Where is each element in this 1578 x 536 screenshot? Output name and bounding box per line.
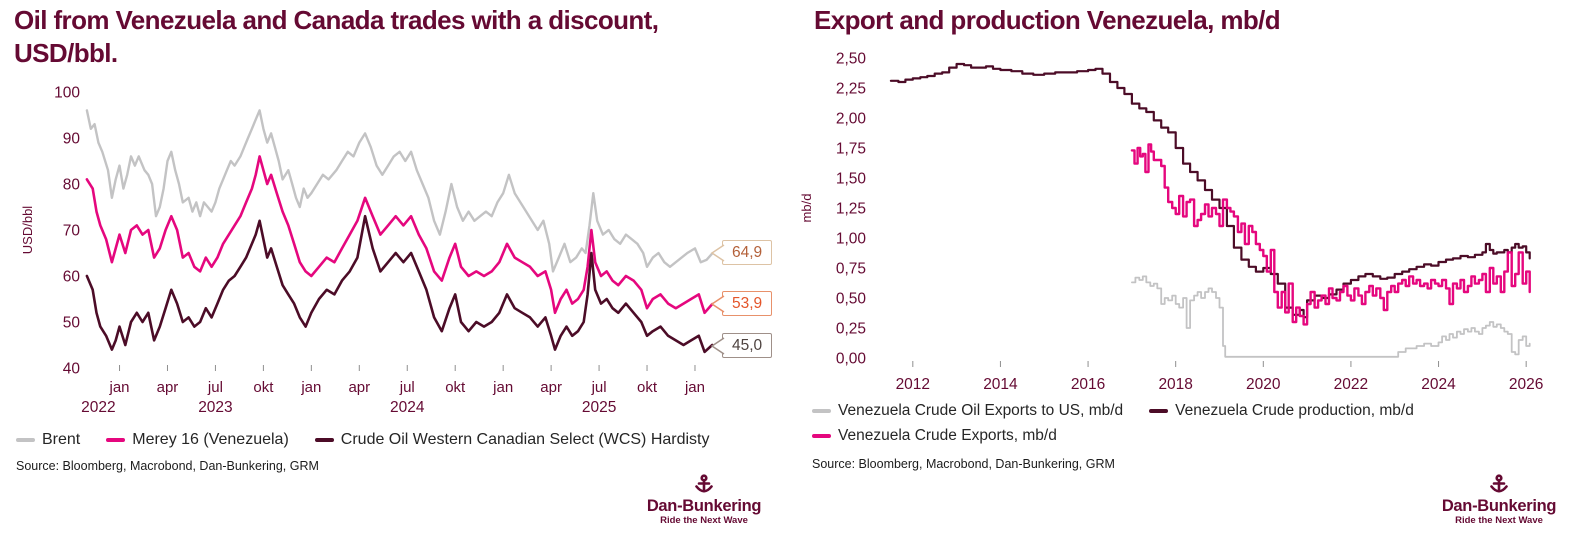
callout-arrow-icon	[710, 336, 725, 355]
venezuela-export-panel: 2,50 2,25 2,00 1,75 1,50 1,25 1,00 0,75 0,50 0,25…	[800, 0, 1578, 536]
svg-text:2024: 2024	[390, 399, 425, 416]
svg-text:1,00: 1,00	[836, 231, 867, 248]
end-value-brent: 64,9	[732, 244, 763, 261]
legend-item-production: Venezuela Crude production, mb/d	[1149, 402, 1414, 420]
svg-text:80: 80	[63, 177, 81, 194]
legend-item-exports-to-us: Venezuela Crude Oil Exports to US, mb/d	[812, 402, 1123, 420]
right-chart-legend-row1: Venezuela Crude Oil Exports to US, mb/d …	[812, 402, 1414, 420]
svg-text:mb/d: mb/d	[800, 194, 814, 223]
svg-text:60: 60	[63, 269, 81, 286]
svg-text:okt: okt	[637, 379, 658, 396]
svg-text:2025: 2025	[582, 399, 616, 416]
svg-text:jul: jul	[591, 379, 607, 396]
svg-text:2016: 2016	[1071, 376, 1105, 393]
svg-text:apr: apr	[157, 379, 179, 396]
production-line-swatch	[1149, 409, 1169, 413]
svg-text:2024: 2024	[1421, 376, 1456, 393]
svg-text:okt: okt	[445, 379, 466, 396]
legend-label-production: Venezuela Crude production, mb/d	[1175, 402, 1414, 419]
legend-label-merey: Merey 16 (Venezuela)	[132, 431, 289, 448]
svg-text:jan: jan	[492, 379, 513, 396]
oil-price-chart: 100 90 80 70 60 50 40 USD/bbl jan apr jul okt jan apr…	[20, 85, 714, 416]
legend-label-exports-to-us: Venezuela Crude Oil Exports to US, mb/d	[838, 402, 1124, 419]
brand-tagline: Ride the Next Wave	[1455, 515, 1543, 526]
svg-text:0,75: 0,75	[836, 261, 866, 278]
svg-text:70: 70	[63, 223, 81, 240]
source-note: Source: Bloomberg, Macrobond, Dan-Bunker…	[16, 459, 319, 473]
exports-line-swatch	[812, 434, 831, 438]
dan-bunkering-logo: Dan-Bunkering Ride the Next Wave	[1433, 473, 1565, 527]
svg-text:1,25: 1,25	[836, 201, 866, 218]
source-note: Source: Bloomberg, Macrobond, Dan-Bunker…	[812, 457, 1115, 471]
right-chart-legend-row2: Venezuela Crude Exports, mb/d	[812, 427, 1057, 445]
svg-text:1,75: 1,75	[836, 141, 866, 158]
callout-arrow-icon	[710, 243, 725, 262]
legend-label-brent: Brent	[42, 431, 81, 448]
svg-text:jan: jan	[109, 379, 130, 396]
callout-arrow-icon	[710, 294, 725, 313]
svg-text:2,25: 2,25	[836, 81, 866, 98]
svg-text:2026: 2026	[1509, 376, 1543, 393]
svg-text:2,50: 2,50	[836, 51, 867, 68]
brent-line-swatch	[16, 438, 35, 442]
svg-text:50: 50	[63, 315, 81, 332]
wcs-line-swatch	[314, 438, 334, 442]
end-value-label-merey: 53,9	[710, 291, 773, 316]
svg-text:2,00: 2,00	[836, 111, 867, 128]
legend-item-merey: Merey 16 (Venezuela)	[106, 431, 289, 449]
right-title-line1: Export and production Venezuela, mb/d	[814, 5, 1281, 35]
exports-to-us-line-swatch	[812, 409, 831, 413]
svg-text:USD/bbl: USD/bbl	[20, 206, 35, 255]
brand-tagline: Ride the Next Wave	[660, 515, 748, 526]
svg-text:0,00: 0,00	[836, 351, 867, 368]
legend-item-exports: Venezuela Crude Exports, mb/d	[812, 427, 1057, 445]
svg-text:2012: 2012	[896, 376, 930, 393]
left-title-line2: USD/bbl.	[14, 38, 118, 68]
dan-bunkering-logo: Dan-Bunkering Ride the Next Wave	[638, 473, 770, 527]
svg-text:40: 40	[63, 361, 81, 378]
brand-name: Dan-Bunkering	[646, 497, 762, 515]
brand-name: Dan-Bunkering	[1441, 497, 1557, 515]
end-value-label-wcs: 45,0	[710, 333, 773, 358]
svg-text:1,50: 1,50	[836, 171, 867, 188]
svg-text:2022: 2022	[1334, 376, 1368, 393]
svg-text:2022: 2022	[81, 399, 115, 416]
end-value-merey: 53,9	[732, 295, 763, 312]
svg-text:jul: jul	[399, 379, 415, 396]
svg-text:okt: okt	[253, 379, 274, 396]
svg-text:2018: 2018	[1158, 376, 1192, 393]
legend-item-brent: Brent	[16, 431, 80, 449]
anchor-icon	[1490, 474, 1508, 493]
merey-line-swatch	[106, 438, 126, 442]
left-title-line1: Oil from Venezuela and Canada trades wit…	[14, 5, 659, 35]
anchor-icon	[695, 474, 713, 493]
legend-item-wcs: Crude Oil Western Canadian Select (WCS) …	[314, 431, 710, 449]
venezuela-export-chart: 2,50 2,25 2,00 1,75 1,50 1,25 1,00 0,75 0,50 0,25…	[800, 51, 1543, 394]
svg-text:jan: jan	[300, 379, 321, 396]
svg-text:100: 100	[54, 85, 80, 102]
legend-label-exports: Venezuela Crude Exports, mb/d	[838, 427, 1057, 444]
left-chart-legend: Brent Merey 16 (Venezuela) Crude Oil Wes…	[16, 431, 710, 449]
svg-text:2023: 2023	[198, 399, 232, 416]
svg-text:apr: apr	[540, 379, 562, 396]
end-value-label-brent: 64,9	[710, 240, 773, 265]
oil-price-panel: 100 90 80 70 60 50 40 USD/bbl jan apr jul okt jan apr…	[14, 4, 773, 527]
svg-text:90: 90	[63, 131, 81, 148]
svg-text:2020: 2020	[1246, 376, 1281, 393]
svg-text:2014: 2014	[983, 376, 1018, 393]
end-value-wcs: 45,0	[732, 337, 763, 354]
right-chart-title: Export and production Venezuela, mb/d	[814, 4, 1281, 37]
svg-text:0,50: 0,50	[836, 291, 867, 308]
left-chart-title: Oil from Venezuela and Canada trades wit…	[14, 4, 659, 70]
svg-text:apr: apr	[348, 379, 370, 396]
svg-text:0,25: 0,25	[836, 321, 866, 338]
legend-label-wcs: Crude Oil Western Canadian Select (WCS) …	[340, 431, 710, 448]
svg-text:jul: jul	[207, 379, 223, 396]
svg-text:jan: jan	[684, 379, 705, 396]
